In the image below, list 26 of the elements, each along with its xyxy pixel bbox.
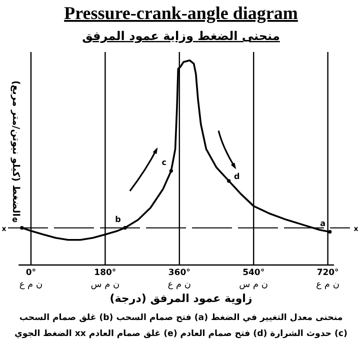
x-tick-label: 0° [26,268,36,278]
annotation: d [234,172,240,181]
point [20,226,24,230]
y-axis-title: الضغط (كيلو نيوتن/متر مربع) [10,80,21,217]
text: ن م ع [19,280,43,290]
annotation: c [162,158,167,167]
point [227,179,231,183]
text: منحنى معدل التغيير في الضغط (a) فتح صمام السحب (b) غلق صمام السحب [19,313,343,323]
chart-title: Pressure-crank-angle diagram [64,3,298,23]
text: ن م ع [168,280,192,290]
x-tick-label: 180° [94,268,116,278]
x-tick-label: 360° [168,268,190,278]
chart-subtitle: منحنى الضغط وزاية عمود المرفق [82,29,280,43]
point [169,169,173,173]
text: ن م س [90,280,120,290]
annotation: a [320,218,326,228]
x-axis-title: زاوية عمود المرفق (درجة) [110,292,252,305]
x-tick-label: 720° [316,268,339,278]
text: (c) حدوث الشرارة (d) فتح صمام العادم (e) غلق صمام العادم xx الضغط الجوي [14,329,348,339]
text: ن م س [239,280,268,290]
point [123,226,127,230]
annotation: b [115,214,122,224]
x-tick-label: 540° [242,268,265,278]
text: ن م ع [316,280,340,290]
point [328,230,332,234]
annotation: e [12,214,18,224]
